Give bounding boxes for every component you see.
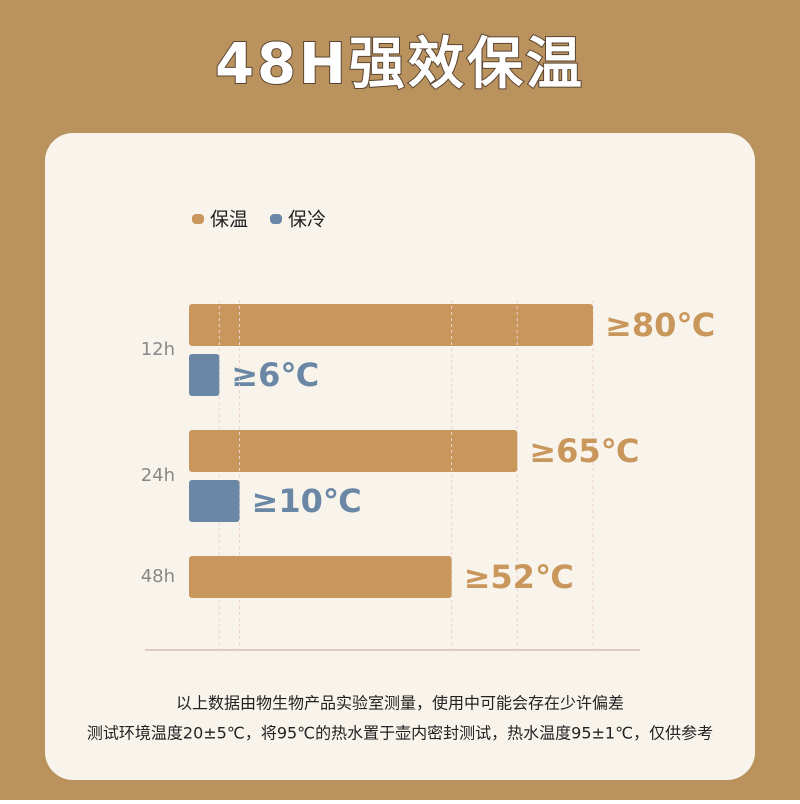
note: 以上数据由物生物产品实验室测量，使用中可能会存在少许偏差 [176,694,624,713]
legend-swatch [270,214,283,224]
bar [189,430,518,472]
y-tick-label: 12h [141,339,175,360]
value-label: ≥10℃ [252,482,362,520]
bar [189,354,220,396]
bar [189,304,593,346]
bar [189,556,452,598]
y-tick-label: 48h [141,566,175,587]
legend-label: 保冷 [288,209,326,231]
legend-swatch [192,214,204,224]
chart-title: 48H强效保温 [215,32,585,97]
note: 测试环境温度20±5℃，将95℃的热水置于壶内密封测试，热水温度95±1℃，仅供… [87,724,713,743]
value-label: ≥65℃ [529,432,639,470]
bar [189,480,240,522]
value-label: ≥80℃ [605,306,715,344]
value-label: ≥52℃ [464,558,574,596]
value-label: ≥6℃ [231,356,319,394]
legend-label: 保温 [210,209,248,231]
y-tick-label: 24h [141,465,175,486]
